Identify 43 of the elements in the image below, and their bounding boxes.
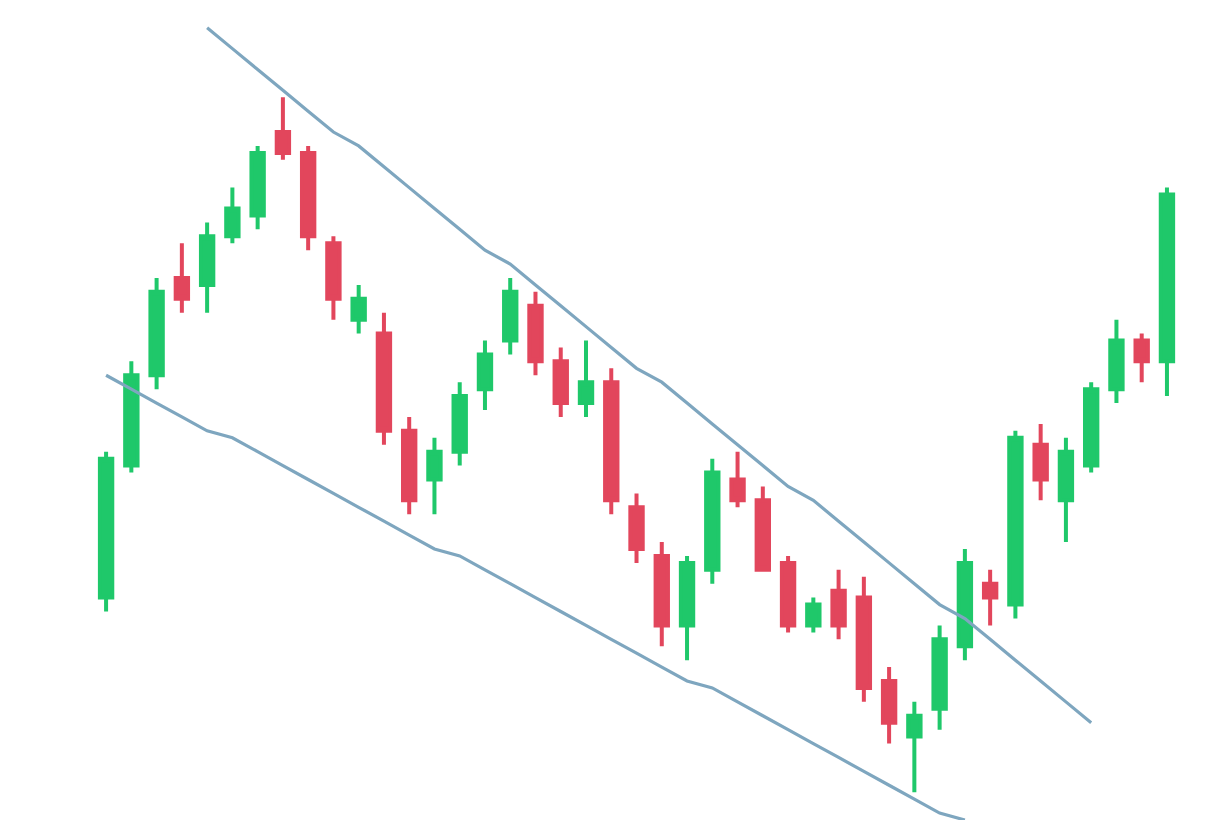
candlestick bbox=[1057, 435, 1075, 545]
candlestick bbox=[527, 289, 544, 378]
candlestick bbox=[729, 449, 746, 510]
candlestick bbox=[148, 275, 165, 392]
candlestick bbox=[855, 574, 873, 704]
candlestick bbox=[552, 345, 569, 419]
candlestick bbox=[754, 484, 771, 572]
candlestick bbox=[1007, 428, 1024, 621]
candlestick bbox=[502, 275, 519, 357]
candlestick bbox=[401, 414, 418, 517]
candlestick bbox=[451, 380, 468, 468]
candlestick bbox=[577, 338, 595, 419]
candlestick bbox=[1133, 331, 1150, 385]
candlestick bbox=[1158, 185, 1176, 399]
candlestick bbox=[779, 553, 797, 635]
candlestick bbox=[249, 143, 266, 232]
candlestick bbox=[906, 699, 923, 795]
candlestick bbox=[880, 665, 898, 746]
candlestick bbox=[426, 435, 443, 517]
candlestick bbox=[173, 241, 191, 315]
candlestick bbox=[805, 595, 822, 635]
candlestick bbox=[198, 220, 216, 315]
candlestick bbox=[97, 449, 115, 614]
candlestick bbox=[274, 95, 292, 162]
candlestick bbox=[653, 540, 670, 649]
candlestick bbox=[628, 491, 645, 565]
candlestick bbox=[830, 567, 847, 642]
candlestick bbox=[704, 456, 721, 586]
candlestick bbox=[1108, 317, 1125, 406]
candlestick bbox=[325, 234, 342, 322]
candlestick bbox=[350, 282, 367, 336]
candlestick bbox=[375, 310, 393, 447]
candlestick bbox=[476, 338, 494, 412]
candlestick bbox=[981, 567, 999, 628]
candlestick bbox=[678, 553, 696, 663]
candlestick bbox=[1032, 421, 1049, 503]
candlestick bbox=[1083, 380, 1100, 475]
candlestick bbox=[299, 143, 317, 253]
candlestick bbox=[931, 623, 948, 732]
candlestick bbox=[123, 359, 140, 475]
candlestick bbox=[603, 366, 620, 517]
candlestick bbox=[956, 546, 974, 663]
candlestick bbox=[224, 185, 241, 246]
